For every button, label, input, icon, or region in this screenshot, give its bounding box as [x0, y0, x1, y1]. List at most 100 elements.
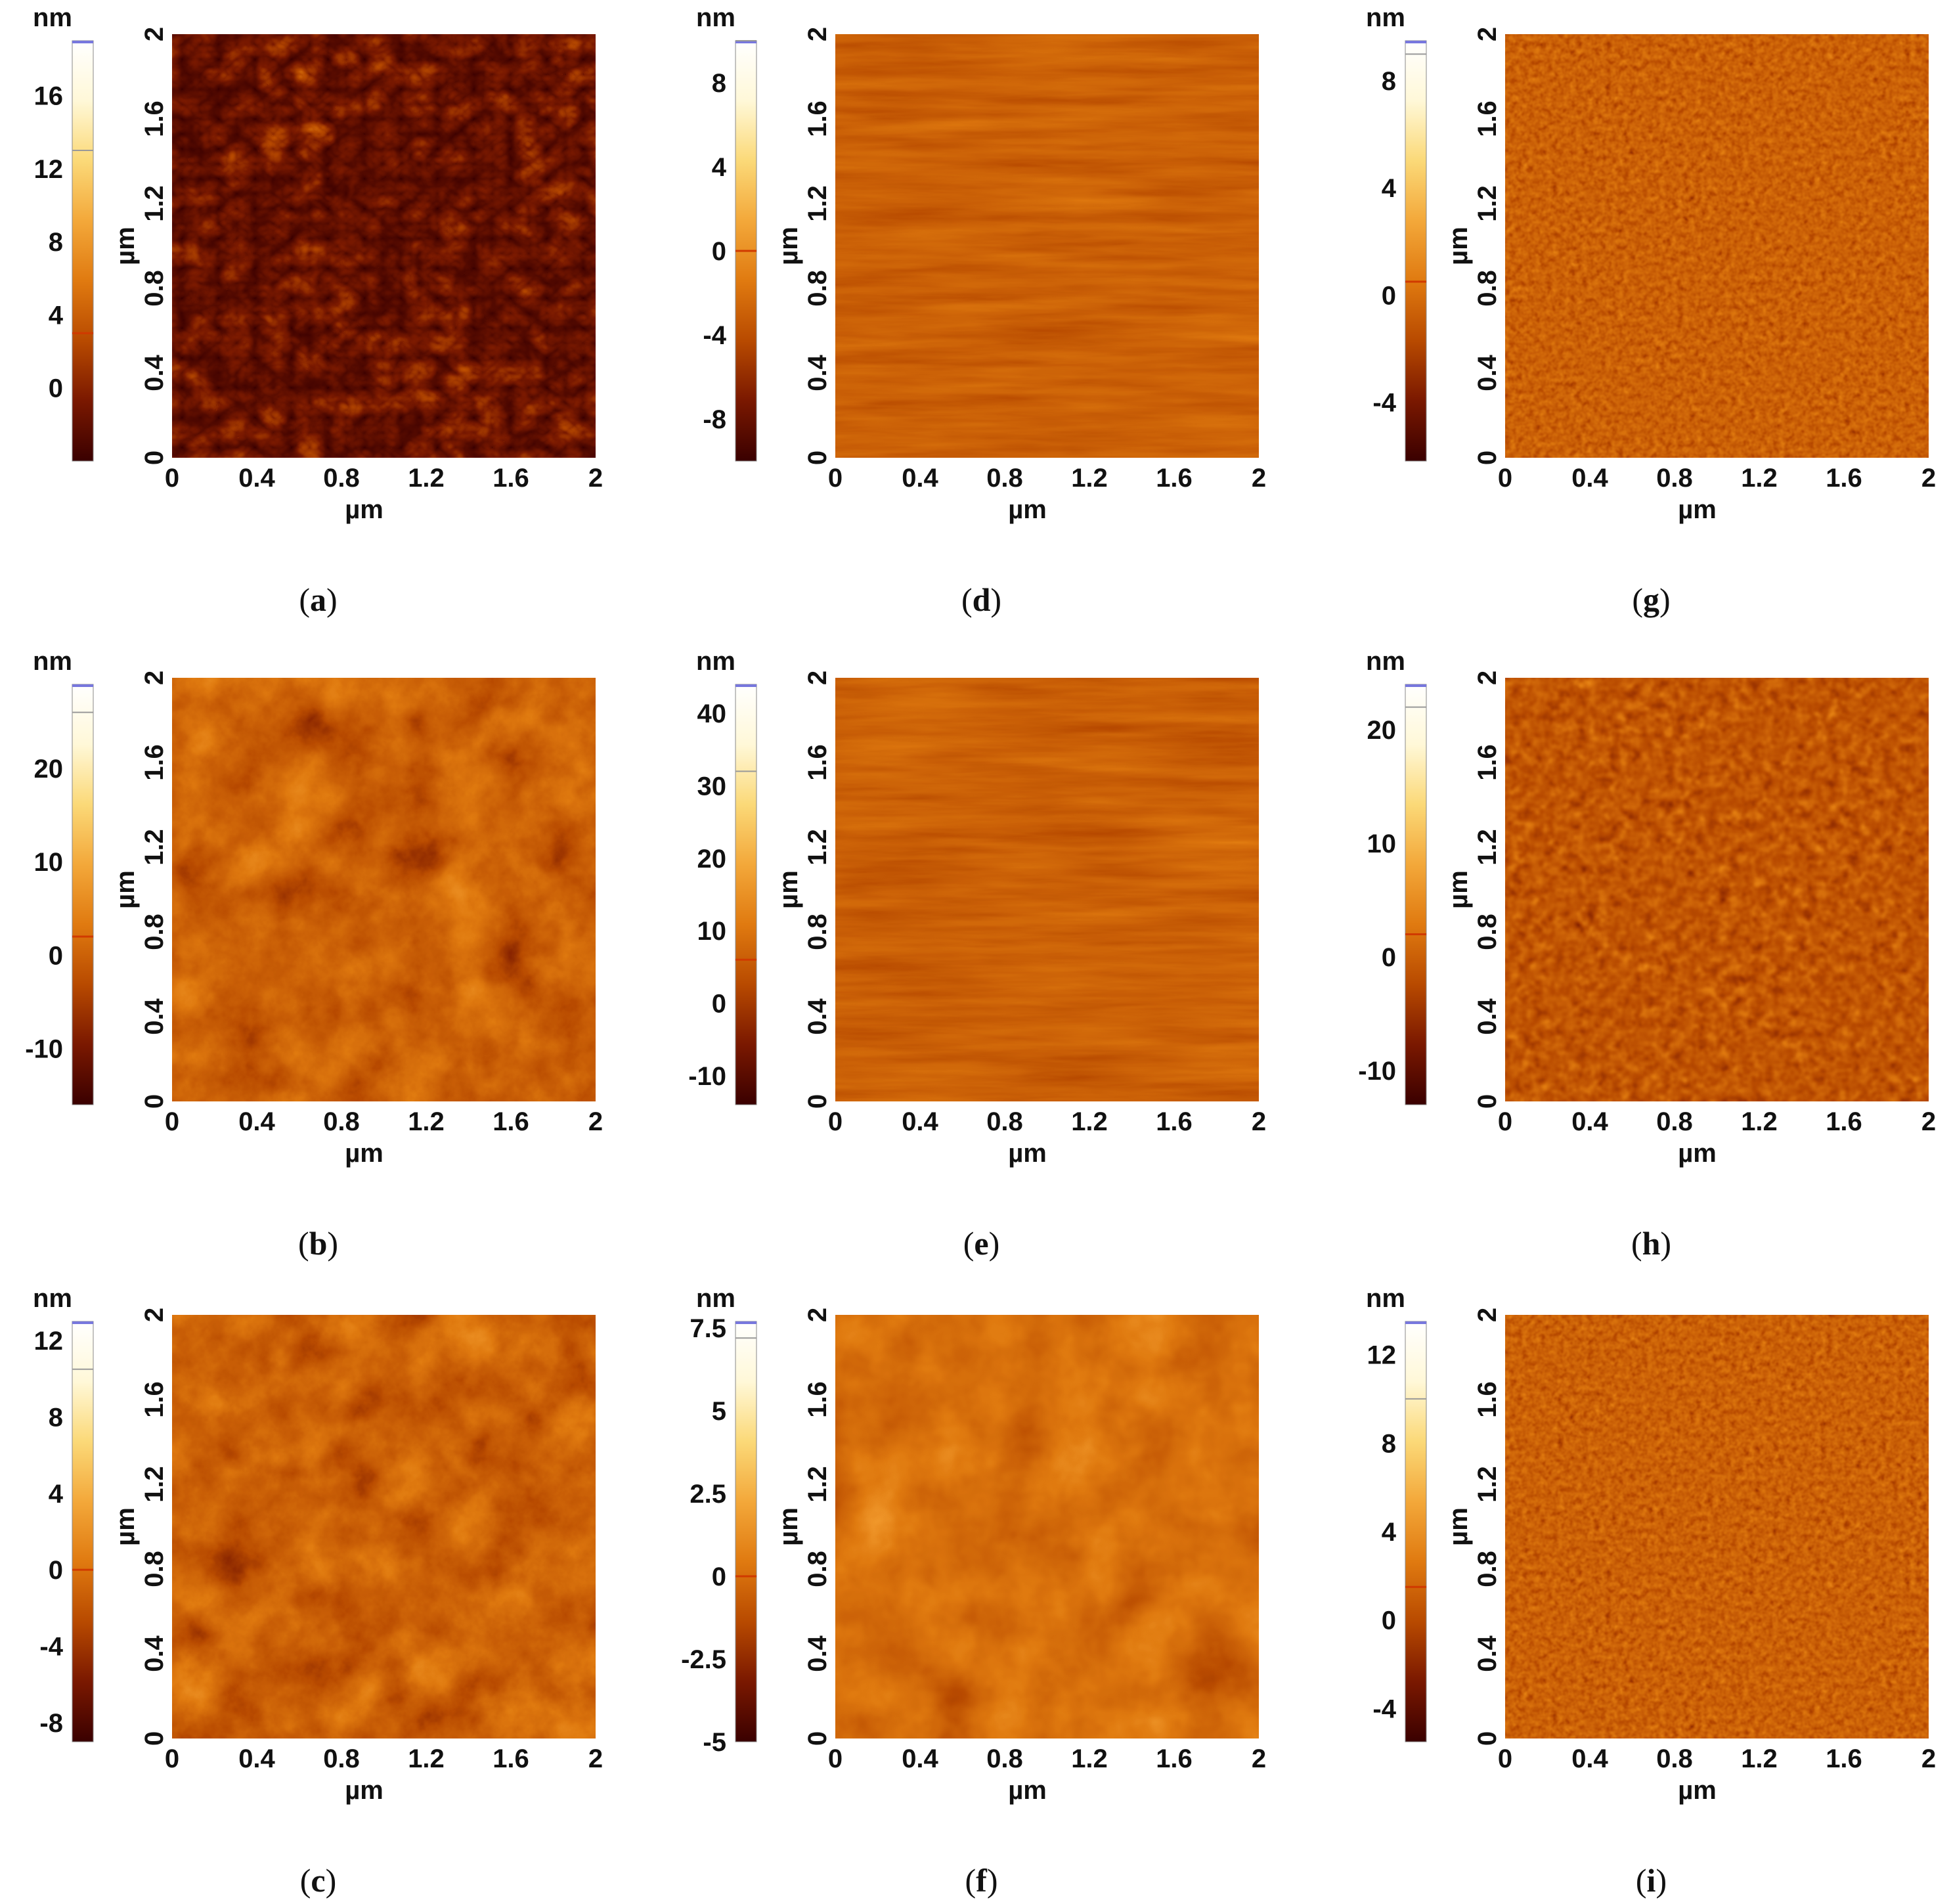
- colorbar-tick: 0: [712, 1562, 726, 1591]
- y-tick: 0.8: [1473, 270, 1502, 307]
- y-tick: 0.8: [1473, 1551, 1502, 1587]
- y-tick: 0.4: [803, 1635, 832, 1672]
- colorbar-unit: nm: [33, 3, 72, 32]
- colorbar-e: [735, 684, 757, 1105]
- colorbar-tick: 4: [49, 301, 64, 330]
- afm-image-h: [1505, 678, 1929, 1101]
- afm-image-b: [172, 678, 596, 1101]
- colorbar-tick: -2.5: [681, 1645, 726, 1674]
- afm-image-i: [1505, 1315, 1929, 1738]
- y-tick: 1.6: [1473, 1381, 1502, 1418]
- x-tick: 0.8: [986, 1107, 1023, 1136]
- x-tick: 1.6: [1156, 464, 1193, 493]
- x-tick: 0.4: [902, 1744, 938, 1773]
- y-tick: 2: [140, 671, 169, 685]
- colorbar-unit: nm: [33, 647, 72, 676]
- colorbar-tick: 20: [1367, 716, 1397, 745]
- y-tick: 2: [1473, 1308, 1502, 1322]
- colorbar-b: [72, 684, 94, 1105]
- x-tick: 1.2: [1741, 464, 1778, 493]
- x-axis-label: µm: [1678, 1139, 1717, 1168]
- y-tick: 0: [803, 1731, 832, 1746]
- x-tick: 1.6: [1826, 1744, 1862, 1773]
- colorbar-tick: 0: [49, 1556, 63, 1585]
- x-tick: 0.4: [902, 1107, 938, 1136]
- x-tick: 2: [588, 1107, 603, 1136]
- x-tick: 0: [1498, 464, 1512, 493]
- colorbar-tick: 12: [34, 1327, 64, 1356]
- x-tick: 0: [165, 464, 179, 493]
- colorbar-tick: 0: [712, 990, 726, 1019]
- y-tick: 0.4: [140, 998, 169, 1034]
- x-axis-label: µm: [1678, 495, 1717, 524]
- colorbar-tick: 5: [712, 1397, 726, 1426]
- x-tick: 2: [1921, 1744, 1936, 1773]
- y-axis-label: µm: [774, 1507, 803, 1546]
- panel-caption: (g): [1632, 581, 1670, 618]
- y-tick: 1.2: [1473, 185, 1502, 222]
- colorbar-tick: -4: [703, 321, 726, 350]
- x-tick: 1.2: [1071, 1744, 1108, 1773]
- x-tick: 0.4: [238, 1107, 275, 1136]
- colorbar-tick: 12: [1367, 1341, 1397, 1370]
- colorbar-tick: -4: [39, 1633, 63, 1662]
- y-tick: 1.6: [140, 100, 169, 137]
- colorbar-f: [735, 1321, 757, 1742]
- colorbar-tick: 10: [697, 917, 727, 946]
- x-tick: 0: [1498, 1107, 1512, 1136]
- x-tick: 0: [165, 1744, 179, 1773]
- x-tick: 2: [588, 464, 603, 493]
- x-tick: 0.8: [323, 1107, 360, 1136]
- y-axis-label: µm: [774, 870, 803, 909]
- colorbar-tick: -8: [39, 1709, 63, 1738]
- y-tick: 0: [140, 1094, 169, 1109]
- y-tick: 1.2: [140, 1466, 169, 1503]
- y-tick: 1.2: [1473, 1466, 1502, 1503]
- colorbar-tick: 16: [34, 81, 64, 110]
- colorbar-tick: -10: [1358, 1057, 1396, 1086]
- x-tick: 2: [1252, 1107, 1266, 1136]
- colorbar-tick: 10: [1367, 830, 1397, 858]
- x-tick: 0.8: [1656, 464, 1693, 493]
- colorbar-tick: 0: [49, 941, 63, 970]
- x-tick: 1.6: [1826, 464, 1862, 493]
- colorbar-unit: nm: [696, 1284, 735, 1313]
- x-tick: 2: [1921, 464, 1936, 493]
- colorbar-tick: 0: [1382, 281, 1396, 310]
- y-tick: 1.6: [140, 744, 169, 781]
- colorbar-tick: -5: [703, 1728, 726, 1757]
- y-axis-label: µm: [111, 1507, 140, 1546]
- x-tick: 1.2: [1741, 1107, 1778, 1136]
- colorbar-h: [1405, 684, 1427, 1105]
- colorbar-tick: 20: [697, 845, 727, 874]
- y-tick: 0: [140, 451, 169, 465]
- y-tick: 2: [140, 27, 169, 41]
- y-axis-label: µm: [111, 870, 140, 909]
- colorbar-tick: 8: [712, 69, 726, 98]
- x-tick: 1.2: [408, 464, 445, 493]
- colorbar-tick: -8: [703, 405, 726, 434]
- y-tick: 0: [1473, 1094, 1502, 1109]
- x-axis-label: µm: [1008, 1776, 1047, 1805]
- panel-e: nm 40 30 20 10 0 -10 0 0.4 0.8 1.2 1.6 2 µm 0 0.4 0.8 1.2…: [688, 647, 1266, 1262]
- y-tick: 0.8: [140, 270, 169, 307]
- colorbar-tick: 4: [1382, 1518, 1397, 1547]
- panel-d: nm 8 4 0 -4 -8 0 0.4 0.8 1.2 1.6 2 µm 0 0.4 0.8 1.2 1.6 2 µ…: [696, 3, 1266, 618]
- y-tick: 0: [803, 1094, 832, 1109]
- y-tick: 0.4: [140, 1635, 169, 1672]
- x-tick: 2: [588, 1744, 603, 1773]
- colorbar-tick: 0: [1382, 1606, 1396, 1635]
- x-axis-label: µm: [345, 495, 384, 524]
- x-tick: 0.8: [323, 1744, 360, 1773]
- x-tick: 0: [1498, 1744, 1512, 1773]
- colorbar-tick: -10: [688, 1062, 726, 1091]
- colorbar-tick: 0: [1382, 943, 1396, 972]
- y-tick: 1.2: [1473, 829, 1502, 866]
- y-axis-label: µm: [774, 227, 803, 265]
- afm-image-f: [835, 1315, 1259, 1738]
- colorbar-tick: 2.5: [690, 1480, 726, 1509]
- y-tick: 0.4: [1473, 998, 1502, 1034]
- y-tick: 1.6: [1473, 100, 1502, 137]
- colorbar-unit: nm: [696, 3, 735, 32]
